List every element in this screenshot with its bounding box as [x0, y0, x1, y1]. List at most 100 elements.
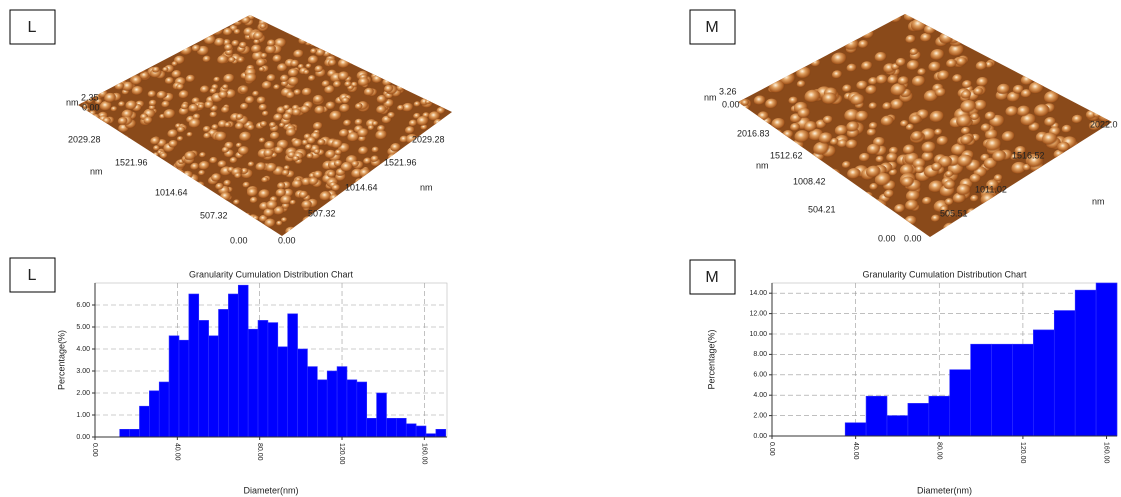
grain	[433, 211, 441, 218]
grain	[1104, 37, 1112, 47]
grain	[159, 209, 170, 218]
grain	[820, 194, 833, 205]
grain	[363, 87, 375, 97]
grain	[929, 110, 945, 124]
grain	[319, 191, 332, 202]
grain	[99, 29, 107, 36]
grain	[945, 14, 960, 26]
grain	[288, 29, 296, 36]
grain	[940, 19, 954, 31]
grain	[153, 145, 161, 152]
grain	[345, 204, 356, 214]
grain	[178, 30, 191, 41]
grain	[447, 60, 452, 67]
y-tick-label: 2.00	[753, 412, 767, 419]
grain	[1057, 221, 1073, 235]
grain	[433, 220, 444, 230]
grain	[1100, 98, 1112, 109]
bar	[198, 320, 209, 438]
grain	[184, 151, 197, 162]
grain	[1051, 229, 1063, 237]
grain	[822, 43, 837, 56]
grain	[803, 162, 818, 176]
grain	[391, 168, 399, 175]
bar	[208, 335, 219, 438]
grain	[133, 29, 146, 40]
grain	[1028, 36, 1041, 47]
grain	[86, 145, 97, 154]
y-tick-label: 6.00	[753, 372, 767, 379]
grain	[833, 224, 850, 237]
grain	[329, 110, 342, 122]
grain	[224, 43, 234, 52]
grain	[138, 43, 148, 52]
grain	[301, 87, 313, 97]
grain	[869, 183, 879, 191]
panel-label: L	[28, 19, 37, 36]
grain	[255, 58, 267, 68]
grain	[165, 15, 177, 20]
grain	[233, 199, 241, 206]
grain	[433, 118, 444, 127]
grain	[284, 15, 291, 19]
x-tick-label: 160.00	[421, 443, 428, 465]
grain	[887, 75, 899, 85]
grain	[147, 32, 160, 44]
grain	[1102, 209, 1112, 224]
grain	[199, 152, 207, 159]
grain	[291, 108, 302, 117]
grain	[189, 189, 201, 199]
grain	[866, 165, 882, 179]
grain	[338, 129, 350, 138]
grain	[1028, 204, 1042, 217]
grain	[303, 69, 310, 76]
grain	[822, 92, 838, 106]
grain	[376, 95, 388, 104]
axis-tick: 2022.0	[1090, 119, 1118, 129]
grain	[755, 71, 770, 84]
grain	[813, 141, 830, 157]
chart-title: Granularity Cumulation Distribution Char…	[189, 269, 354, 279]
grain	[868, 122, 878, 130]
grain	[313, 19, 326, 31]
grain	[246, 229, 260, 236]
grain	[349, 191, 361, 201]
grain	[80, 82, 92, 93]
afm-surface	[738, 14, 1112, 237]
grain	[803, 121, 818, 133]
bar	[991, 343, 1013, 437]
grain	[103, 78, 113, 86]
grain	[399, 222, 410, 231]
grain	[861, 224, 875, 236]
grain	[280, 195, 293, 206]
grain	[433, 96, 447, 108]
grain	[334, 212, 344, 221]
grain	[1093, 110, 1102, 119]
grain	[118, 101, 126, 108]
grain	[825, 170, 834, 178]
grain	[234, 172, 242, 179]
grain	[148, 99, 158, 107]
grain	[364, 193, 376, 204]
grain	[374, 226, 385, 236]
x-tick-label: 0.00	[768, 442, 775, 456]
grain	[769, 24, 779, 33]
grain	[371, 221, 380, 228]
grain	[361, 46, 372, 56]
grain	[1104, 151, 1112, 165]
grain	[1059, 38, 1074, 51]
grain	[223, 73, 235, 84]
grain	[981, 216, 991, 225]
grain	[442, 117, 449, 124]
grain	[426, 147, 434, 154]
grain	[383, 84, 394, 94]
grain	[282, 112, 293, 121]
grain	[816, 229, 831, 237]
grain	[973, 99, 988, 112]
grain	[773, 187, 784, 197]
bar	[178, 339, 190, 438]
grain	[307, 55, 319, 65]
grain	[1058, 197, 1073, 209]
grain	[78, 212, 84, 221]
axis-tick: 1521.96	[115, 157, 148, 167]
